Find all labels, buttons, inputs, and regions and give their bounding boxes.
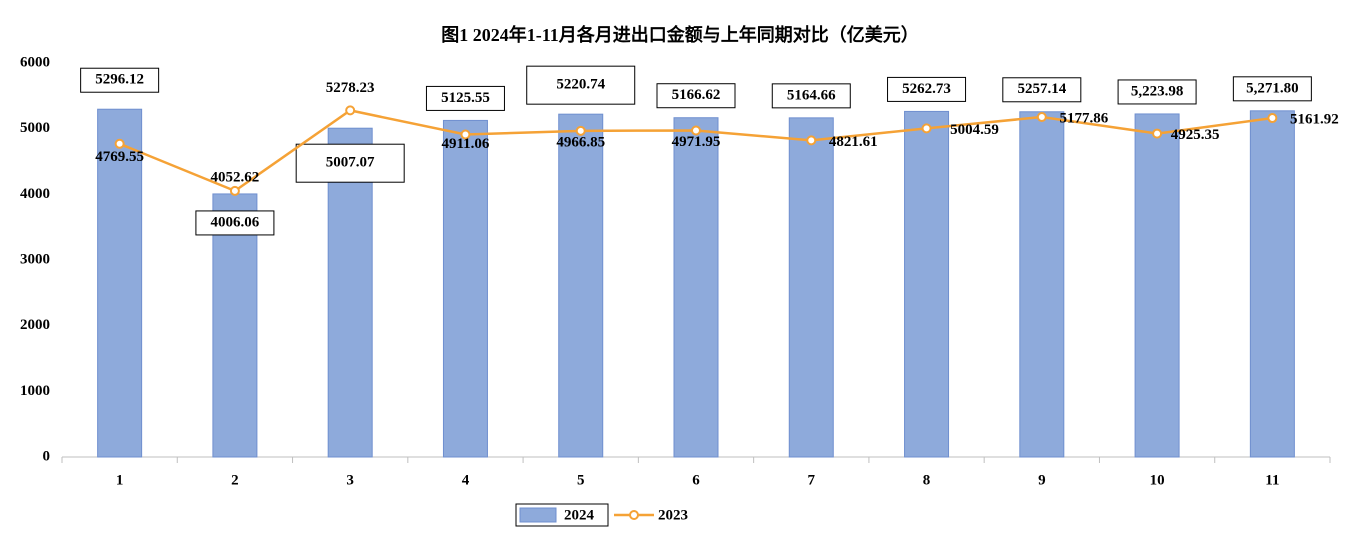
data-label: 4052.62 (211, 169, 260, 185)
x-tick-label: 9 (1038, 472, 1046, 488)
y-tick-label: 0 (43, 448, 51, 464)
label-box (1232, 76, 1312, 102)
chart-title: 图1 2024年1-11月各月进出口金额与上年同期对比（亿美元） (441, 24, 919, 45)
data-label: 5161.92 (1290, 111, 1339, 127)
legend-box (515, 503, 609, 527)
marker (460, 129, 471, 140)
bar (327, 127, 373, 458)
x-tick-label: 5 (577, 472, 585, 488)
marker (1267, 113, 1278, 124)
data-label: 5164.66 (787, 87, 836, 103)
x-tick-label: 4 (462, 472, 470, 488)
data-label: 4911.06 (441, 136, 489, 152)
x-tick-label: 8 (923, 472, 931, 488)
data-label: 5125.55 (441, 90, 490, 106)
marker (1036, 111, 1047, 122)
marker (691, 125, 701, 136)
y-tick-label: 6000 (20, 54, 50, 70)
label-box (887, 76, 967, 102)
data-label: 5177.86 (1059, 110, 1108, 126)
marker (921, 123, 932, 134)
y-tick-label: 5000 (20, 120, 50, 136)
x-tick-label: 11 (1265, 472, 1279, 488)
marker (114, 138, 125, 149)
bar (788, 117, 834, 458)
label-box (80, 67, 160, 93)
y-tick-label: 4000 (20, 186, 50, 202)
bar (1134, 113, 1180, 458)
x-tick-label: 10 (1150, 472, 1165, 488)
data-label: 4966.85 (556, 134, 605, 150)
data-label: 4006.06 (211, 214, 260, 230)
label-box (195, 210, 275, 236)
label-box (295, 143, 405, 183)
data-label: 5262.73 (902, 81, 951, 97)
bar (97, 108, 143, 458)
y-tick-label: 2000 (20, 317, 50, 333)
bar (558, 113, 604, 458)
legend-marker (629, 510, 639, 520)
x-tick-label: 3 (346, 472, 354, 488)
data-label: 5004.59 (950, 122, 999, 138)
bar (904, 110, 950, 458)
bar (1019, 111, 1065, 458)
label-box (1002, 77, 1082, 103)
data-label: 4769.55 (95, 149, 144, 165)
x-tick-label: 7 (808, 472, 816, 488)
bar (212, 193, 258, 458)
marker (575, 125, 586, 136)
y-tick-label: 1000 (20, 383, 50, 399)
legend-label: 2023 (658, 507, 688, 523)
marker (345, 105, 356, 116)
data-label: 5007.07 (326, 155, 375, 171)
marker (806, 135, 817, 146)
x-tick-label: 1 (116, 472, 124, 488)
marker (1152, 128, 1163, 139)
data-label: 4925.35 (1171, 127, 1220, 143)
bar (442, 119, 488, 458)
data-label: 5,223.98 (1131, 83, 1184, 99)
data-label: 4821.61 (829, 134, 878, 150)
label-box (771, 83, 851, 109)
label-box (425, 85, 505, 111)
label-box (656, 83, 736, 109)
data-label: 5,271.80 (1246, 80, 1299, 96)
data-label: 4971.95 (672, 134, 721, 150)
bar (673, 117, 719, 458)
y-tick-label: 3000 (20, 251, 50, 267)
data-label: 5278.23 (326, 80, 375, 96)
data-label: 5296.12 (95, 72, 144, 88)
data-label: 5166.62 (672, 87, 721, 103)
data-label: 5257.14 (1017, 81, 1066, 97)
label-box (526, 65, 636, 105)
data-label: 5220.74 (556, 77, 605, 93)
label-box (1117, 79, 1197, 105)
x-tick-label: 2 (231, 472, 239, 488)
marker (229, 185, 240, 196)
legend-label: 2024 (564, 507, 595, 523)
bar (1249, 110, 1295, 458)
legend-swatch (519, 507, 557, 523)
x-tick-label: 6 (692, 472, 700, 488)
